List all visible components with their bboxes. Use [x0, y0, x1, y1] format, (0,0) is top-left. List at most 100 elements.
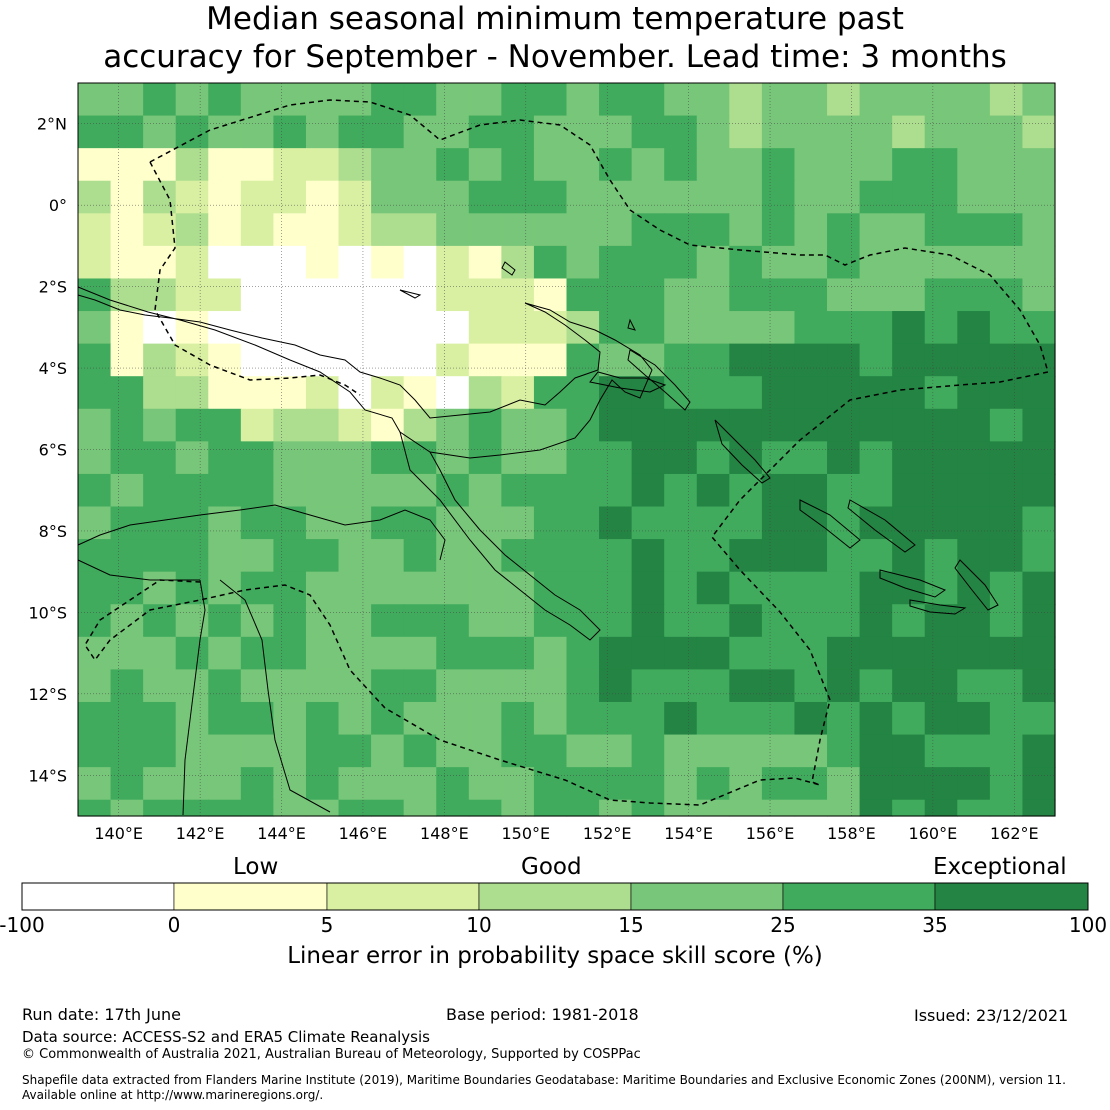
- grid-cell: [696, 506, 730, 540]
- grid-cell: [240, 115, 274, 149]
- grid-cell: [729, 441, 763, 475]
- grid-cell: [240, 245, 274, 280]
- grid-cell: [436, 506, 470, 540]
- grid-cell: [78, 767, 112, 801]
- grid-cell: [338, 441, 372, 475]
- grid-cell: [78, 278, 112, 312]
- grid-cell: [761, 539, 796, 573]
- grid-cell: [859, 473, 893, 508]
- grid-cell: [827, 571, 861, 605]
- grid-cell: [859, 83, 893, 117]
- grid-cell: [696, 571, 730, 605]
- grid-cell: [533, 636, 568, 670]
- grid-cell: [696, 539, 730, 573]
- grid-cell: [175, 376, 209, 410]
- run-date: Run date: 17th June: [22, 1005, 182, 1024]
- grid-cell: [566, 506, 600, 540]
- grid-cell: [273, 408, 307, 442]
- grid-cell: [859, 148, 893, 182]
- grid-cell: [664, 115, 698, 149]
- grid-cell: [631, 245, 665, 280]
- grid-cell: [1022, 734, 1056, 768]
- grid-cell: [78, 343, 112, 377]
- grid-cell: [761, 83, 796, 117]
- grid-cell: [273, 213, 307, 247]
- grid-cell: [175, 408, 209, 442]
- grid-cell: [892, 83, 926, 117]
- grid-cell: [305, 213, 340, 247]
- new-britain-coastline: [589, 371, 667, 393]
- grid-cell: [403, 669, 437, 703]
- grid-cell: [468, 245, 502, 280]
- grid-cell: [599, 636, 633, 670]
- grid-cell: [501, 408, 535, 442]
- longitude-tick-label: 146°E: [339, 824, 388, 843]
- grid-cell: [305, 734, 340, 768]
- grid-cell: [989, 734, 1024, 768]
- grid-cell: [533, 539, 568, 573]
- grid-cell: [208, 669, 242, 703]
- grid-cell: [827, 506, 861, 540]
- gulf-coast: [77, 559, 200, 581]
- longitude-tick-label: 152°E: [583, 824, 632, 843]
- grid-cell: [827, 180, 861, 214]
- grid-cell: [989, 245, 1024, 280]
- grid-cell: [305, 506, 340, 540]
- grid-cell: [403, 408, 437, 442]
- grid-cell: [468, 115, 502, 149]
- grid-cell: [338, 539, 372, 573]
- grid-cell: [436, 83, 470, 117]
- grid-cell: [110, 148, 144, 182]
- grid-cell: [240, 734, 274, 768]
- grid-cell: [143, 83, 177, 117]
- grid-cell: [403, 604, 437, 638]
- grid-cell: [371, 376, 405, 410]
- grid-cell: [436, 311, 470, 345]
- chart-title-line-2: accuracy for September - November. Lead …: [103, 39, 1007, 75]
- grid-cell: [631, 734, 665, 768]
- grid-cell: [1022, 669, 1056, 703]
- grid-cell: [436, 408, 470, 442]
- grid-cell: [892, 245, 926, 280]
- grid-cell: [501, 278, 535, 312]
- grid-cell: [208, 441, 242, 475]
- grid-cell: [1022, 245, 1056, 280]
- grid-cell: [566, 180, 600, 214]
- grid-cell: [338, 767, 372, 801]
- grid-cell: [989, 473, 1024, 508]
- grid-cell: [1022, 311, 1056, 345]
- colorbar-segment: [326, 882, 480, 911]
- grid-cell: [794, 343, 828, 377]
- grid-cell: [892, 311, 926, 345]
- grid-cell: [403, 245, 437, 280]
- grid-cell: [240, 441, 274, 475]
- grid-cell: [175, 115, 209, 149]
- grid-cell: [240, 408, 274, 442]
- grid-cell: [989, 115, 1024, 149]
- grid-cell: [827, 473, 861, 508]
- grid-cell: [240, 604, 274, 638]
- grid-cell: [533, 115, 568, 149]
- grid-cell: [599, 148, 633, 182]
- grid-cell: [924, 376, 958, 410]
- grid-cell: [859, 767, 893, 801]
- grid-cell: [110, 376, 144, 410]
- grid-cell: [761, 213, 796, 247]
- grid-cell: [729, 343, 763, 377]
- grid-cell: [468, 799, 502, 817]
- grid-cell: [305, 636, 340, 670]
- grid-cell: [957, 571, 991, 605]
- grid-cell: [273, 767, 307, 801]
- grid-cell: [403, 734, 437, 768]
- grid-cell: [794, 506, 828, 540]
- grid-cell: [175, 441, 209, 475]
- grid-cell: [924, 311, 958, 345]
- grid-cell: [533, 604, 568, 638]
- grid-cell: [827, 441, 861, 475]
- grid-cell: [371, 245, 405, 280]
- grid-cell: [957, 636, 991, 670]
- grid-cell: [892, 408, 926, 442]
- grid-cell: [761, 115, 796, 149]
- grid-cell: [273, 799, 307, 817]
- grid-cell: [175, 767, 209, 801]
